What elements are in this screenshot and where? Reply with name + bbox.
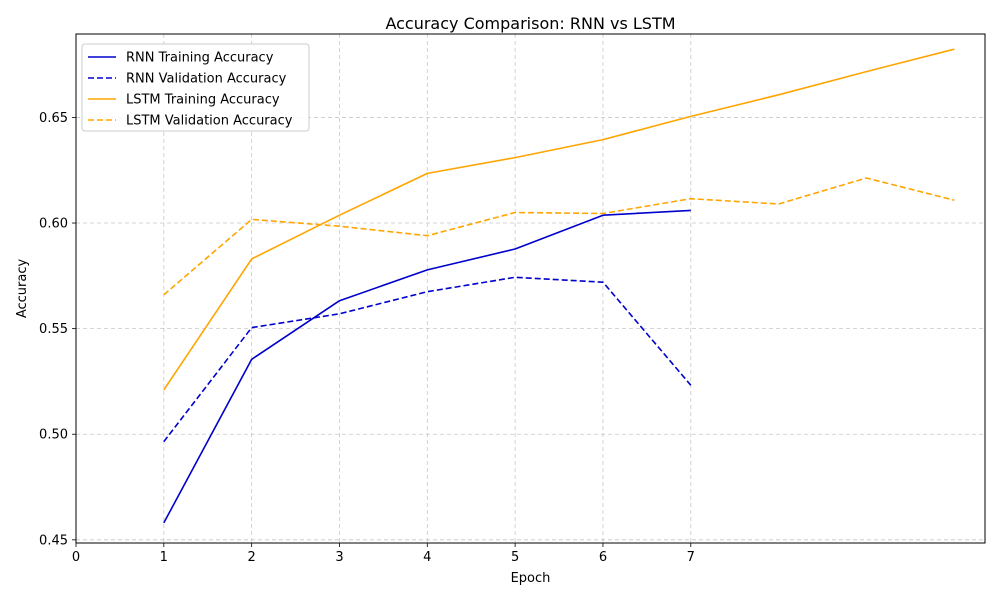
x-tick-label: 6 — [599, 550, 607, 565]
legend-label: RNN Validation Accuracy — [126, 72, 287, 87]
series-lines — [163, 48, 955, 524]
legend: RNN Training Accuracy RNN Validation Accu… — [81, 43, 310, 132]
legend-label: RNN Training Accuracy — [126, 51, 274, 66]
y-tick-label: 0.65 — [39, 111, 68, 126]
legend-box — [81, 43, 310, 132]
y-tick-label: 0.60 — [39, 217, 68, 232]
series-line-3 — [163, 48, 955, 391]
x-axis-label: Epoch — [511, 571, 551, 586]
axis-ticks: 0 1 2 3 4 5 6 7 0.45 0.50 0.55 0.60 0.65 — [39, 111, 695, 565]
x-tick-label: 2 — [248, 550, 256, 565]
series-line-1 — [163, 209, 691, 524]
legend-label: LSTM Training Accuracy — [126, 93, 280, 108]
x-tick-label: 1 — [160, 550, 168, 565]
chart-title: Accuracy Comparison: RNN vs LSTM — [385, 14, 675, 33]
y-tick-label: 0.50 — [39, 428, 68, 443]
series-line-2 — [163, 276, 692, 443]
x-tick-label: 3 — [335, 550, 343, 565]
plot-area-frame — [75, 33, 986, 544]
x-tick-label: 5 — [511, 550, 519, 565]
y-axis-label: Accuracy — [15, 259, 30, 319]
x-tick-label: 4 — [423, 550, 431, 565]
series-line-4 — [163, 177, 955, 296]
x-tick-label: 0 — [72, 550, 80, 565]
x-tick-label: 7 — [687, 550, 695, 565]
y-tick-label: 0.55 — [39, 322, 68, 337]
y-tick-label: 0.45 — [39, 533, 68, 548]
legend-label: LSTM Validation Accuracy — [126, 114, 293, 129]
